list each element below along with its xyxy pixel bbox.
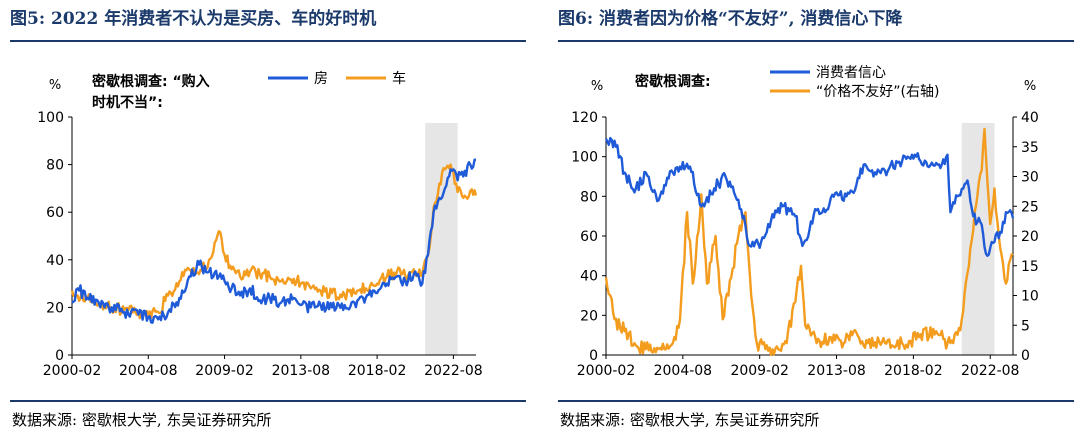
y-tick-label: 100	[37, 110, 64, 126]
legend-title: 密歇根调查:	[634, 73, 711, 90]
y-tick-label-right: 5	[1021, 318, 1030, 334]
y-tick-label-right: 20	[1021, 229, 1039, 245]
y-tick-label-right: 10	[1021, 289, 1039, 305]
series-line	[604, 127, 1014, 357]
left-chart-panel: 图5: 2022 年消费者不认为是买房、车的好时机 0 20 40 60 80 100 20…	[0, 0, 532, 441]
y-axis-unit: %	[49, 78, 61, 93]
y-tick-label-right: 35	[1021, 140, 1039, 156]
y-tick-label-right: 30	[1021, 170, 1039, 186]
title-rule	[558, 40, 1074, 42]
y-tick-label: 80	[580, 189, 598, 205]
legend-title: 时机不当”:	[92, 94, 163, 111]
x-tick-label: 2000-02	[577, 363, 636, 379]
y-tick-label-right: 25	[1021, 199, 1039, 215]
y-tick-label-right: 15	[1021, 259, 1039, 275]
y-tick-label: 40	[46, 253, 64, 269]
x-tick-label: 2018-02	[884, 363, 943, 379]
y-tick-label: 20	[46, 300, 64, 316]
y-tick-label: 0	[589, 348, 598, 364]
x-tick-label: 2004-08	[119, 363, 178, 379]
x-tick-label: 2022-08	[961, 363, 1020, 379]
y-tick-label: 40	[580, 269, 598, 285]
title-rule	[10, 40, 526, 42]
x-tick-label: 2009-02	[730, 363, 789, 379]
x-tick-label: 2018-02	[348, 363, 407, 379]
legend-label: 房	[314, 71, 328, 87]
y-axis-unit: %	[591, 79, 603, 94]
x-tick-label: 2004-08	[654, 363, 713, 379]
legend-label: 车	[392, 70, 406, 87]
y-tick-label: 60	[580, 229, 598, 245]
source-rule	[10, 400, 526, 402]
confidence-price-chart: 0 20 40 60 80 100 120 0 5 10 15 20 25 30 35 40 2000-02 20…	[571, 65, 1039, 379]
y-tick-label: 80	[46, 158, 64, 174]
y-tick-label: 0	[55, 348, 64, 364]
right-chart-panel: 图6: 消费者因为价格“不友好”, 消费信心下降 0 20 40 60 80 100 120…	[548, 0, 1080, 441]
legend-title: 密歇根调查: “购入	[91, 73, 210, 90]
y-axis-unit-right: %	[1024, 79, 1036, 94]
legend-label: “价格不友好”(右轴)	[816, 84, 939, 100]
series-line	[604, 136, 1015, 257]
source-note: 数据来源: 密歇根大学, 东吴证券研究所	[12, 411, 272, 429]
y-tick-label-right: 0	[1021, 348, 1030, 364]
chart-title: 图6: 消费者因为价格“不友好”, 消费信心下降	[558, 9, 903, 29]
x-tick-label: 2009-02	[195, 363, 254, 379]
y-tick-label: 60	[46, 205, 64, 221]
x-tick-label: 2013-08	[272, 363, 331, 379]
y-tick-label-right: 40	[1021, 110, 1039, 126]
x-tick-label: 2000-02	[43, 363, 102, 379]
shaded-region	[961, 123, 995, 355]
y-tick-label: 120	[571, 110, 598, 126]
y-tick-label: 20	[580, 308, 598, 324]
x-tick-label: 2013-08	[807, 363, 866, 379]
y-tick-label: 100	[571, 150, 598, 166]
chart-title: 图5: 2022 年消费者不认为是买房、车的好时机	[10, 9, 377, 29]
x-tick-label: 2022-08	[424, 363, 483, 379]
series-line	[71, 158, 477, 324]
source-rule	[558, 400, 1074, 402]
legend-label: 消费者信心	[816, 65, 886, 81]
housing-car-chart: 0 20 40 60 80 100 2000-02 2004-08 2009-02 2013-08…	[37, 70, 483, 379]
source-note: 数据来源: 密歇根大学, 东吴证券研究所	[560, 411, 820, 429]
